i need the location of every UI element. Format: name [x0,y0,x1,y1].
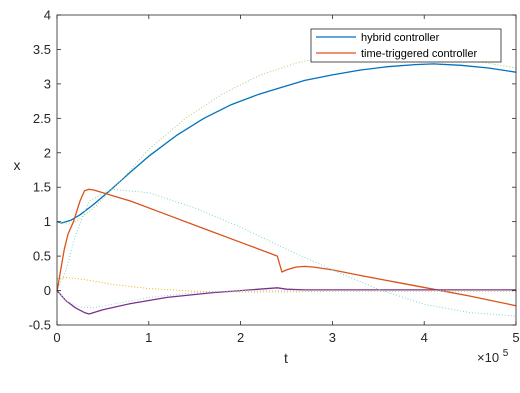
series-line-time-triggered-controller [56,188,517,307]
x-axis-exponent: ×10 5 [477,348,509,365]
y-tick-label: 2.5 [33,111,51,126]
y-tick-label: 1.5 [33,180,51,195]
x-tick-label: 4 [421,330,428,345]
axes-layer [56,14,517,326]
series-line-hybrid-controller [56,63,517,224]
y-tick-label: 1 [44,214,51,229]
series-layer [56,50,517,317]
x-axis-label: t [284,350,288,366]
x-tick-label: 2 [237,330,244,345]
legend: hybrid controller time-triggered control… [310,28,502,63]
series-line-trace-2 [56,277,516,293]
series-line-trace-5 [56,188,517,317]
series-line-trace-6 [56,290,516,309]
y-tick-label: 0.5 [33,249,51,264]
y-tick-label: -0.5 [29,318,51,333]
x-axis-exponent-base: ×10 [477,350,499,365]
axes-box [56,14,517,326]
y-tick-label: 2 [44,145,51,160]
legend-label-time-triggered-controller: time-triggered controller [361,48,477,60]
x-tick-label: 1 [145,330,152,345]
y-tick-label: 3.5 [33,42,51,57]
x-axis-exponent-power: 5 [503,348,509,359]
y-tick-label: 0 [44,283,51,298]
ticks-layer: 0 1 2 3 4 5-0.500.511.522.533.54 [29,8,520,346]
y-tick-label: 4 [44,8,51,23]
x-tick-label: 3 [329,330,336,345]
y-axis-label: x [14,157,21,173]
x-tick-label: 0 [53,330,60,345]
y-tick-label: 3 [44,76,51,91]
legend-box [310,28,502,63]
x-tick-label: 5 [512,330,519,345]
legend-label-hybrid-controller: hybrid controller [361,32,440,44]
